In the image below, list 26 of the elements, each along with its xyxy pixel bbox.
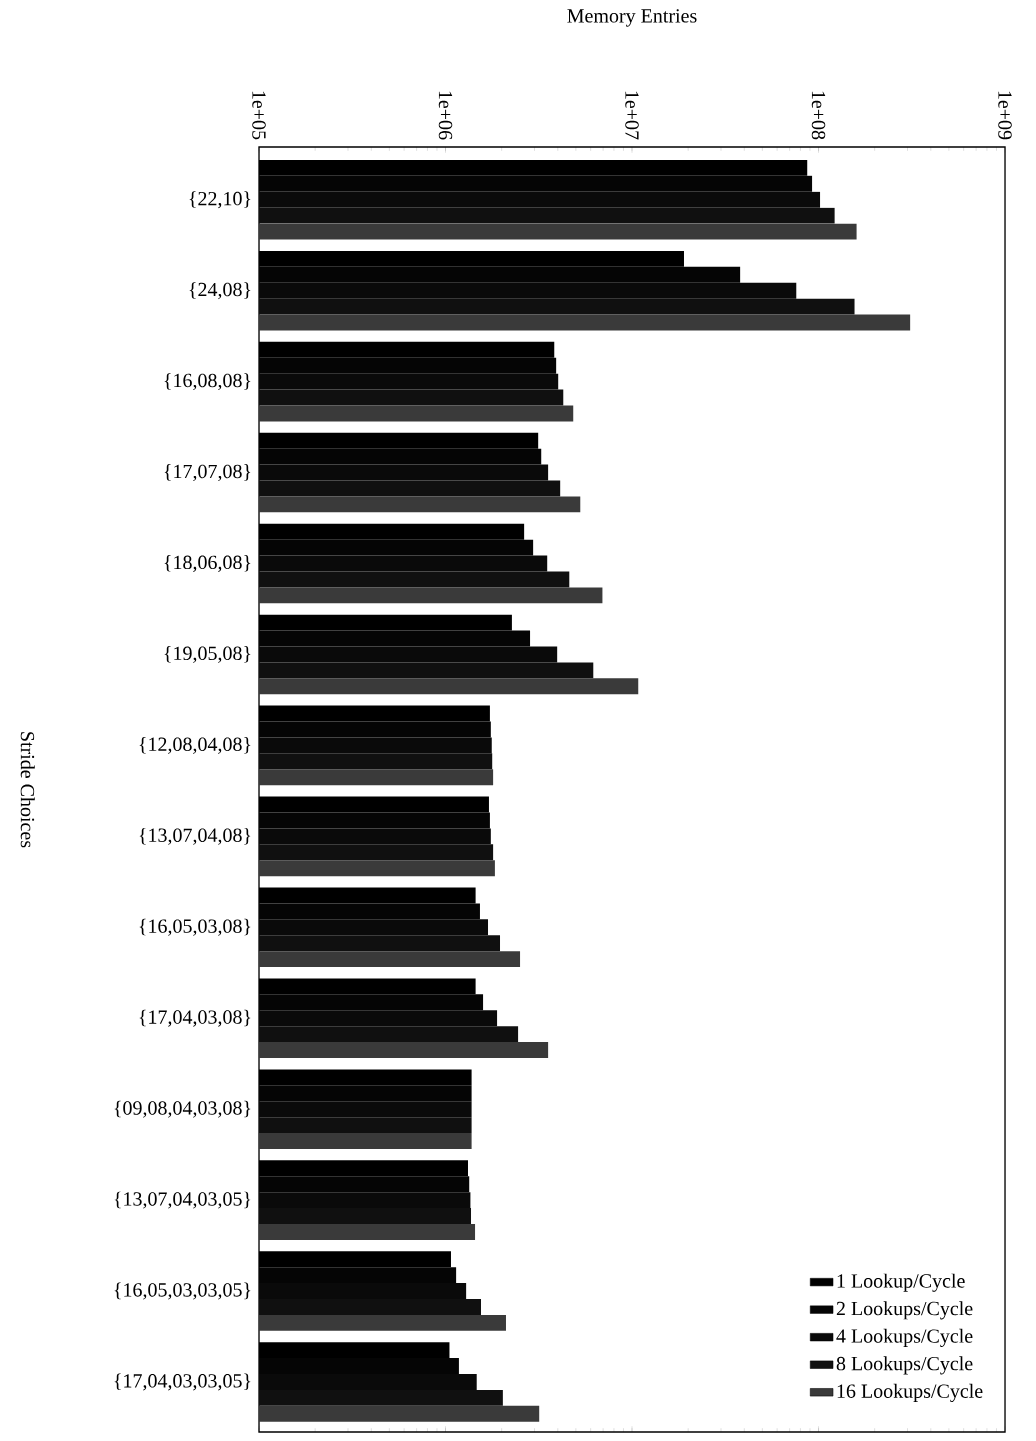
- y-tick-label: {17,04,03,03,05}: [114, 1373, 251, 1391]
- y-axis-title: Stride Choices: [20, 732, 35, 848]
- x-tick-label: 1e+05: [252, 91, 266, 140]
- y-tick-label: {13,07,04,08}: [139, 827, 251, 845]
- y-tick-label: {09,08,04,03,08}: [114, 1100, 251, 1118]
- y-tick-label: {12,08,04,08}: [139, 736, 251, 754]
- legend-label: 1 Lookup/Cycle: [837, 1273, 965, 1292]
- x-axis-title: Memory Entries: [567, 9, 697, 27]
- x-tick-label: 1e+09: [998, 91, 1012, 140]
- y-tick-label: {17,04,03,08}: [139, 1009, 251, 1027]
- y-tick-label: {13,07,04,03,05}: [114, 1191, 251, 1209]
- legend-label: 2 Lookups/Cycle: [836, 1301, 973, 1320]
- y-tick-label: {16,05,03,03,05}: [114, 1282, 251, 1300]
- legend-label: 8 Lookups/Cycle: [836, 1356, 973, 1375]
- legend-label: 4 Lookups/Cycle: [836, 1328, 973, 1347]
- y-tick-label: {19,05,08}: [164, 645, 251, 663]
- x-tick-label: 1e+07: [625, 91, 639, 140]
- y-tick-label: {18,06,08}: [164, 555, 251, 572]
- x-tick-label: 1e+06: [438, 91, 453, 140]
- y-tick-label: {17,07,08}: [164, 464, 251, 482]
- y-tick-label: {16,05,03,08}: [139, 918, 251, 936]
- y-tick-label: {24,08}: [189, 282, 251, 300]
- legend-label: 16 Lookups/Cycle: [837, 1383, 983, 1403]
- y-tick-label: {16,08,08}: [164, 373, 251, 391]
- y-tick-label: {22,10}: [189, 191, 251, 209]
- x-tick-label: 1e+08: [811, 91, 826, 140]
